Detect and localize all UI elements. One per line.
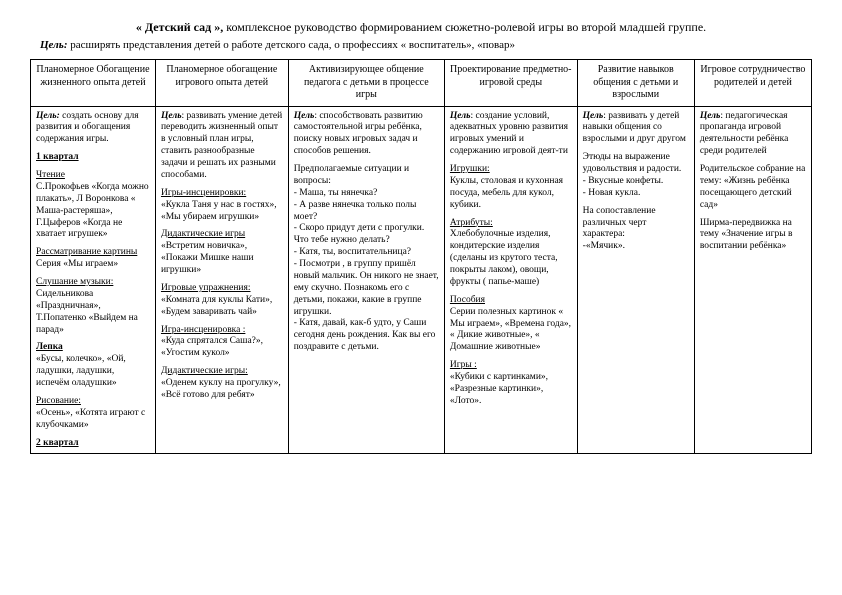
cell-2: Цель: развивать умение детей переводить … — [155, 106, 288, 454]
cell-3: Цель: способствовать развитию самостояте… — [288, 106, 444, 454]
c6p3: Ширма-передвижка на тему «Значение игры … — [700, 218, 806, 254]
c1p2: 1 квартал — [36, 152, 150, 164]
goal-label: Цель: — [40, 39, 68, 51]
c2p4: Игровые упражнения:«Комната для куклы Ка… — [161, 283, 283, 319]
cell-5: Цель: развивать у детей навыки общения с… — [577, 106, 694, 454]
cell-1: Цель: создать основу для развития и обог… — [31, 106, 156, 454]
page-title: « Детский сад », комплексное руководство… — [30, 20, 812, 35]
cell-4: Цель: создание условий, адекватных уровн… — [444, 106, 577, 454]
c5p3: На сопоставление различных черт характер… — [583, 206, 689, 254]
th-1: Планомерное Обогащение жизненного опыта … — [31, 60, 156, 107]
th-5: Развитие навыков общения с детьми и взро… — [577, 60, 694, 107]
c2p6: Дидактические игры:«Оденем куклу на прог… — [161, 366, 283, 402]
c1p6: Лепка«Бусы, колечко», «Ой, ладушки, ладу… — [36, 342, 150, 390]
c6p2: Родительское собрание на тему: «Жизнь ре… — [700, 164, 806, 212]
c1p3: ЧтениеС.Прокофьев «Когда можно плакать»,… — [36, 170, 150, 241]
c2p2: Игры-инсценировки:«Кукла Таня у нас в го… — [161, 188, 283, 224]
c4p4: ПособияСерии полезных картинок « Мы игра… — [450, 295, 572, 354]
th-4: Проектирование предметно-игровой среды — [444, 60, 577, 107]
th-3: Активизирующее общение педагога с детьми… — [288, 60, 444, 107]
c5p2: Этюды на выражение удовольствия и радост… — [583, 152, 689, 200]
c1p1: Цель: создать основу для развития и обог… — [36, 111, 150, 147]
title-rest: комплексное руководство формированием сю… — [226, 20, 706, 34]
c2p5: Игра-инсценировка :«Куда спрятался Саша?… — [161, 325, 283, 361]
plan-table: Планомерное Обогащение жизненного опыта … — [30, 59, 812, 454]
c1p7: Рисование:«Осень», «Котята играют с клуб… — [36, 396, 150, 432]
c6p1: Цель: педагогическая пропаганда игровой … — [700, 111, 806, 159]
table-row: Цель: создать основу для развития и обог… — [31, 106, 812, 454]
goal-line: Цель: расширять представления детей о ра… — [30, 39, 812, 51]
cell-6: Цель: педагогическая пропаганда игровой … — [694, 106, 811, 454]
table-header-row: Планомерное Обогащение жизненного опыта … — [31, 60, 812, 107]
title-bold: « Детский сад », — [136, 20, 223, 34]
th-6: Игровое сотрудничество родителей и детей — [694, 60, 811, 107]
c2p1: Цель: развивать умение детей переводить … — [161, 111, 283, 182]
c5p1: Цель: развивать у детей навыки общения с… — [583, 111, 689, 147]
c3p2: Предполагаемые ситуации и вопросы:- Маша… — [294, 164, 439, 354]
c1p4: Рассматривание картиныСерия «Мы играем» — [36, 247, 150, 271]
c3p1: Цель: способствовать развитию самостояте… — [294, 111, 439, 159]
c2p3: Дидактические игры«Встретим новичка», «П… — [161, 229, 283, 277]
c1p8: 2 квартал — [36, 438, 150, 450]
th-2: Планомерное обогащение игрового опыта де… — [155, 60, 288, 107]
c4p1: Цель: создание условий, адекватных уровн… — [450, 111, 572, 159]
c4p3: Атрибуты:Хлебобулочные изделия, кондитер… — [450, 218, 572, 289]
c1p5: Слушание музыки:Сидельникова «Празднична… — [36, 277, 150, 336]
goal-text: расширять представления детей о работе д… — [70, 39, 515, 51]
c4p2: Игрушки:Куклы, столовая и кухонная посуд… — [450, 164, 572, 212]
c4p5: Игры :«Кубики с картинками», «Разрезные … — [450, 360, 572, 408]
